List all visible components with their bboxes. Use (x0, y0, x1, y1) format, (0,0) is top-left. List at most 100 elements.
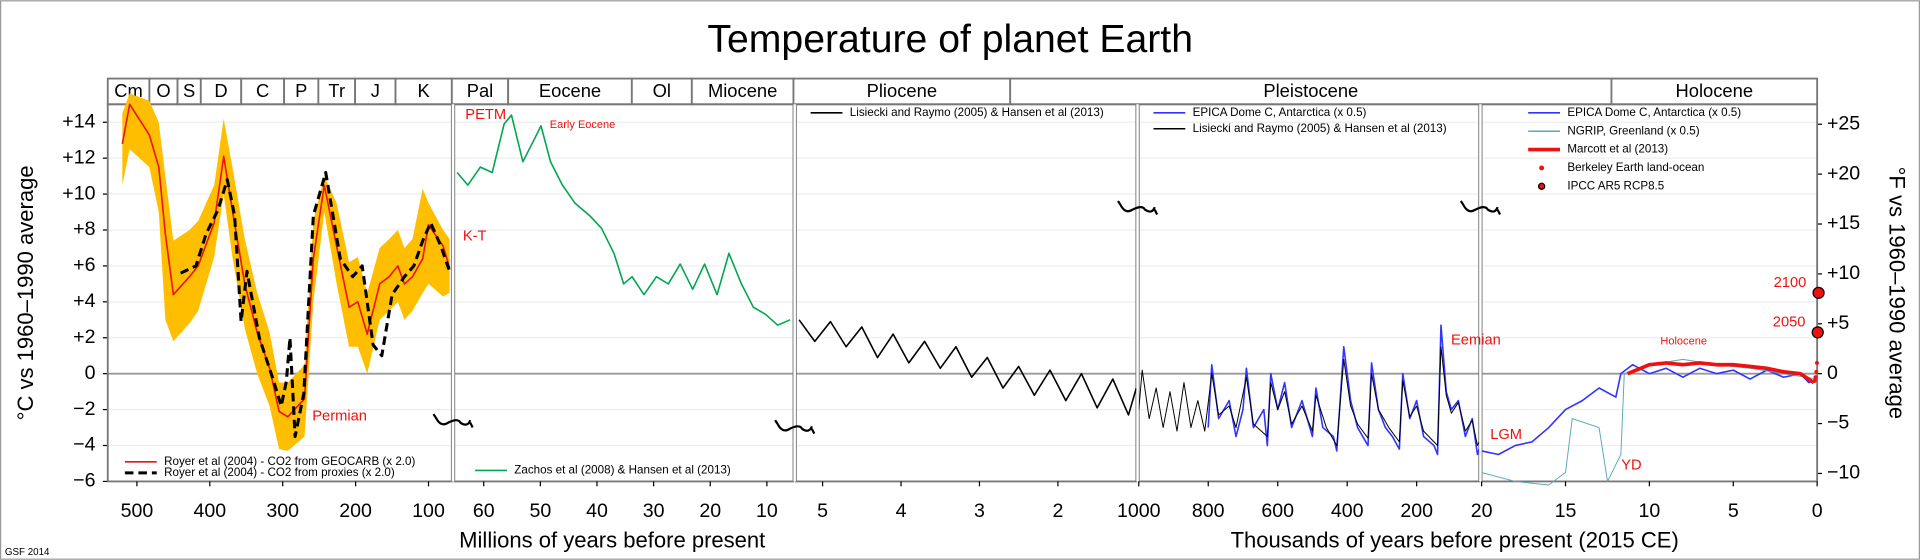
data-point (1812, 378, 1817, 383)
uncertainty-band (122, 93, 450, 451)
legend-label: NGRIP, Greenland (x 0.5) (1567, 124, 1699, 137)
y-tick-label: +6 (73, 254, 95, 276)
period-cell (354, 77, 397, 106)
series-line (1626, 361, 1815, 385)
y-tick-label: +8 (73, 218, 95, 240)
series-line (179, 170, 452, 439)
y-tick-label: −4 (73, 434, 95, 456)
annotation: PETM (465, 107, 506, 123)
x-tick-label: 600 (1261, 500, 1294, 522)
period-label: P (295, 80, 307, 101)
period-label: J (371, 80, 380, 101)
x-tick-label: 40 (586, 500, 608, 522)
period-label: Holocene (1675, 80, 1753, 101)
y-tick-label: +4 (73, 290, 95, 312)
legend-label: Zachos et al (2008) & Hansen et al (2013… (514, 463, 731, 476)
period-cell (394, 77, 453, 106)
period-label: S (183, 80, 195, 101)
x-tick-label: 20 (699, 500, 721, 522)
x-tick-label: 1000 (1117, 500, 1161, 522)
y-tick-label: +10 (62, 182, 95, 204)
period-label: Pliocene (867, 80, 937, 101)
x-tick-label: 400 (1331, 500, 1364, 522)
break-symbol (1459, 200, 1501, 215)
legend-marker (1537, 182, 1546, 190)
credit: GSF 2014 (5, 547, 50, 558)
y2-tick-label: +5 (1827, 312, 1849, 334)
chart-title: Temperature of planet Earth (707, 18, 1193, 61)
x-tick-label: 5 (1728, 500, 1739, 522)
panel-gap (451, 104, 455, 482)
legend-label: Lisiecki and Raymo (2005) & Hansen et al… (1193, 122, 1447, 135)
data-point (1813, 375, 1818, 380)
x-tick-label: 100 (412, 500, 445, 522)
break-symbol (1117, 200, 1159, 215)
series-line (1138, 346, 1480, 447)
x-tick-label: 30 (643, 500, 665, 522)
annotation: Holocene (1660, 336, 1707, 348)
x-tick-label: 800 (1192, 500, 1225, 522)
x-tick-label: 10 (756, 500, 778, 522)
y2-tick-label: −5 (1827, 412, 1849, 434)
panel-gap (793, 104, 796, 482)
period-cell (792, 77, 1012, 106)
x-tick-label: 200 (1400, 500, 1433, 522)
legend-label: IPCC AR5 RCP8.5 (1567, 179, 1664, 192)
point-label: 2050 (1773, 314, 1806, 330)
data-point (1812, 286, 1825, 299)
x-tick-label: 400 (193, 500, 226, 522)
period-label: Miocene (708, 80, 777, 101)
legend-label: Royer et al (2004) - CO2 from GEOCARB (x… (164, 455, 415, 468)
y-tick-label: +14 (62, 110, 95, 132)
break-symbol (774, 419, 816, 435)
period-label: O (156, 80, 170, 101)
annotation: Eemian (1451, 332, 1501, 348)
period-cell (630, 77, 693, 106)
x-tick-label: 300 (266, 500, 299, 522)
y2-axis-label: °F vs 1960–1990 average (1885, 167, 1910, 420)
series-line (798, 319, 1138, 416)
y2-tick-label: −10 (1827, 462, 1860, 484)
point-label: 2100 (1774, 275, 1807, 291)
x-tick-label: 200 (339, 500, 372, 522)
period-label: Tr (328, 80, 345, 101)
x-axis-label: Thousands of years before present (2015 … (1231, 527, 1679, 552)
data-point (1815, 360, 1819, 365)
x-tick-label: 20 (1471, 500, 1493, 522)
x-tick-label: 3 (974, 500, 985, 522)
y-tick-label: 0 (85, 362, 96, 384)
x-tick-label: 50 (529, 500, 551, 522)
legend-label: EPICA Dome C, Antarctica (x 0.5) (1567, 106, 1741, 119)
panel-gap (1136, 104, 1139, 482)
panel-gap (1479, 104, 1482, 482)
annotation: Early Eocene (550, 119, 616, 131)
data-point (1811, 326, 1824, 339)
x-tick-label: 10 (1638, 500, 1660, 522)
legend-label: Marcott et al (2013) (1567, 143, 1668, 156)
y2-tick-label: +20 (1827, 162, 1860, 184)
x-tick-label: 4 (896, 500, 907, 522)
annotation: YD (1621, 457, 1641, 473)
y-tick-label: +2 (73, 326, 95, 348)
legend-marker (1539, 165, 1545, 171)
x-tick-label: 15 (1555, 500, 1577, 522)
legend-label: Berkeley Earth land-ocean (1567, 161, 1704, 174)
period-label: Eocene (539, 80, 601, 101)
x-tick-label: 60 (473, 500, 495, 522)
y-tick-label: −2 (73, 398, 95, 420)
period-label: Pleistocene (1263, 80, 1358, 101)
y2-tick-label: +25 (1827, 112, 1860, 134)
annotation: Permian (312, 408, 367, 424)
y2-tick-label: +15 (1827, 212, 1860, 234)
period-label: Cm (114, 80, 143, 101)
y-tick-label: −6 (73, 470, 95, 492)
period-label: K (418, 80, 431, 101)
legend-label: EPICA Dome C, Antarctica (x 0.5) (1193, 106, 1367, 119)
legend-label: Lisiecki and Raymo (2005) & Hansen et al… (850, 106, 1104, 119)
annotation: K-T (463, 228, 487, 244)
period-label: Pal (467, 80, 494, 101)
y-tick-label: +12 (62, 146, 95, 168)
annotation: LGM (1490, 427, 1522, 443)
x-tick-label: 0 (1812, 500, 1823, 522)
